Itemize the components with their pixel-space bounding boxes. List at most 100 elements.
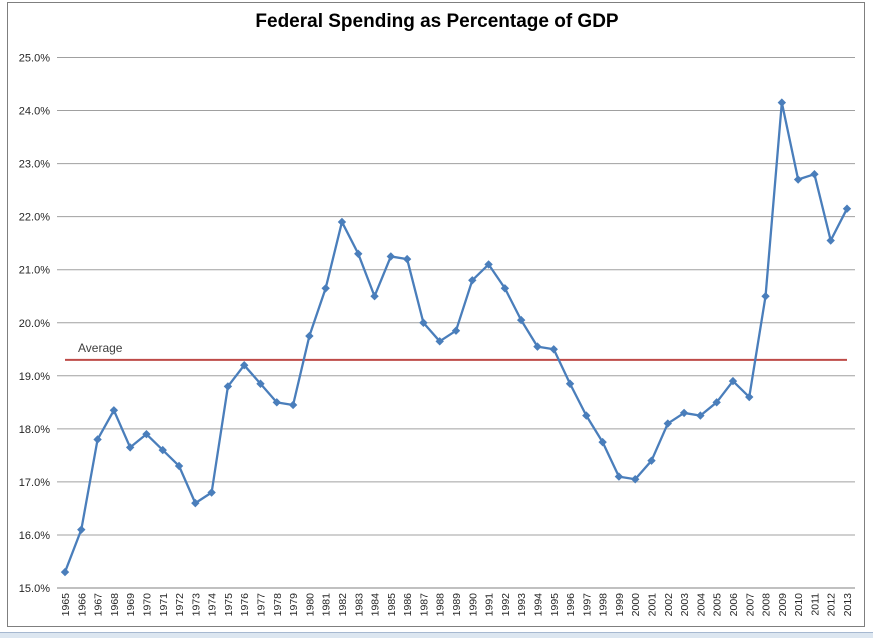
data-point-marker [696,411,705,420]
x-axis-tick-label: 1966 [76,593,88,617]
x-axis-tick-label: 1995 [549,593,561,617]
x-axis-tick-label: 1972 [174,593,186,617]
data-point-marker [191,498,200,508]
x-axis-tick-label: 1990 [467,593,479,617]
x-axis-tick-label: 1992 [500,593,512,617]
data-point-marker [451,326,461,335]
data-point-marker [223,382,233,391]
data-point-marker [745,392,754,402]
y-axis-tick-label: 21.0% [19,265,50,277]
chart-frame [7,2,865,627]
data-point-marker [842,204,852,213]
data-point-marker [109,406,119,415]
data-point-marker [354,249,363,258]
data-point-marker [93,435,102,444]
x-axis-tick-label: 2013 [842,593,854,617]
y-axis-tick-label: 18.0% [19,424,50,436]
data-point-marker [712,398,721,407]
data-point-marker [419,318,428,327]
x-axis-tick-label: 1994 [532,593,544,617]
x-axis-tick-label: 1979 [288,593,300,617]
x-axis-tick-label: 2002 [663,593,675,617]
data-point-marker [793,175,803,184]
data-point-marker [679,408,689,418]
x-axis-tick-label: 1986 [402,593,414,617]
data-point-marker [663,419,672,428]
data-point-marker [142,429,151,439]
x-axis-tick-label: 1982 [337,593,349,617]
y-axis-tick-label: 20.0% [19,318,50,330]
data-point-marker [516,315,526,325]
x-axis-tick-label: 1997 [581,593,593,617]
window-bottom-strip [0,632,873,638]
data-point-marker [826,236,835,245]
data-point-marker [386,252,396,261]
x-axis-tick-label: 1981 [321,593,333,617]
y-axis-tick-label: 23.0% [19,159,50,171]
x-axis-tick-label: 2009 [777,593,789,617]
data-point-marker [125,443,135,452]
data-point-marker [305,331,314,341]
data-point-marker [631,475,640,484]
y-axis-tick-label: 19.0% [19,371,50,383]
x-axis-tick-label: 1993 [516,593,528,617]
x-axis-tick-label: 2011 [809,593,821,616]
x-axis-tick-label: 1983 [353,593,365,617]
x-axis-tick-label: 2003 [679,593,691,617]
x-axis-tick-label: 2001 [647,593,659,617]
data-point-marker [598,437,607,447]
data-point-marker [777,98,787,107]
y-axis-tick-label: 25.0% [19,53,50,65]
x-axis-tick-label: 1985 [386,593,398,617]
x-axis-tick-label: 2006 [728,593,740,617]
x-axis-tick-label: 1976 [239,593,251,617]
x-axis-tick-label: 1970 [141,593,153,617]
y-axis-tick-label: 24.0% [19,106,50,118]
data-point-marker [158,445,167,455]
x-axis-tick-label: 1971 [158,593,170,617]
x-axis-tick-label: 2010 [793,593,805,617]
x-axis-tick-label: 1998 [598,593,610,617]
data-point-marker [402,254,412,264]
y-axis-tick-label: 22.0% [19,212,50,224]
x-axis-tick-label: 2000 [630,593,642,617]
data-point-marker [761,292,770,301]
data-point-marker [810,170,819,179]
x-axis-tick-label: 2004 [695,593,707,617]
data-point-marker [60,567,70,577]
data-point-marker [337,217,347,227]
x-axis-tick-label: 1969 [125,593,137,617]
x-axis-tick-label: 1984 [370,593,382,617]
average-line-label: Average [78,341,123,355]
x-axis-tick-label: 1991 [484,593,496,617]
data-point-marker [77,525,86,534]
data-point-marker [647,456,656,465]
y-axis-tick-label: 15.0% [19,583,50,595]
x-axis-tick-label: 1965 [60,593,72,617]
data-point-marker [484,260,493,269]
x-axis-tick-label: 1987 [418,593,430,617]
chart-title: Federal Spending as Percentage of GDP [255,11,619,32]
y-axis-tick-label: 16.0% [19,530,50,542]
data-series-line [63,101,849,574]
x-axis-tick-label: 1980 [304,593,316,617]
x-axis-tick-label: 1977 [256,593,268,617]
data-point-marker [256,379,265,388]
x-axis-tick-label: 1967 [93,593,105,617]
x-axis-tick-label: 1973 [190,593,202,617]
x-axis-tick-label: 2012 [826,593,838,617]
data-point-marker [435,337,444,346]
x-axis-tick-label: 2007 [744,593,756,617]
data-point-marker [533,342,542,351]
data-point-marker [272,398,281,407]
x-axis-tick-label: 2008 [761,593,773,617]
data-point-marker [240,360,249,370]
x-axis-tick-label: 1975 [223,593,235,617]
data-point-marker [207,488,216,497]
data-point-marker [500,284,510,293]
data-point-marker [468,276,477,285]
x-axis-tick-label: 1974 [207,593,219,617]
data-point-marker [174,461,184,471]
